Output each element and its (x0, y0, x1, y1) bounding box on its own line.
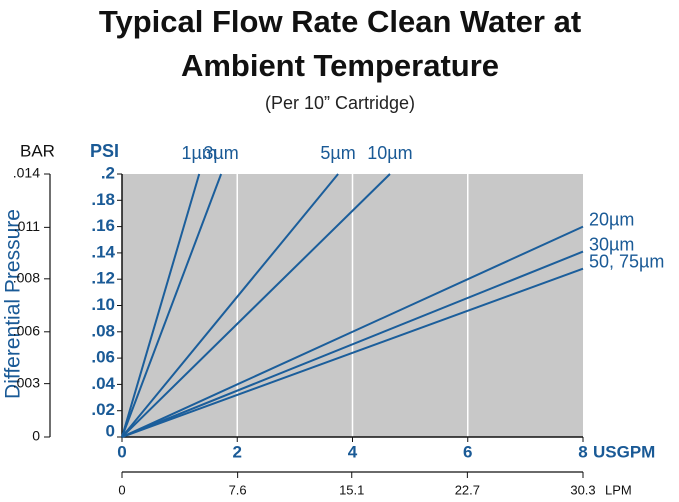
y-tick-label: .18 (91, 190, 115, 209)
x-tick-label: 2 (233, 442, 242, 461)
series-label: 5µm (320, 143, 355, 163)
y-tick-label: 0 (106, 421, 115, 440)
x2-tick-label: 22.7 (455, 482, 480, 497)
x2-tick-label: 7.6 (229, 482, 247, 497)
x-axis-unit: USGPM (593, 442, 655, 461)
y2-tick-label: .008 (13, 270, 40, 286)
x-tick-label: 6 (463, 442, 472, 461)
series-line (121, 250, 584, 438)
y-unit: PSI (90, 141, 119, 161)
series-line (121, 173, 201, 438)
series-label: 10µm (367, 143, 412, 163)
series-label: 1µm (182, 143, 217, 163)
x2-tick-label: 0 (118, 482, 125, 497)
series-label: 3µm (203, 143, 238, 163)
y2-tick-label: .011 (14, 218, 40, 234)
y-tick-label: .16 (91, 216, 115, 235)
y-tick-label: .08 (91, 321, 115, 340)
y2-tick-label: .006 (13, 323, 40, 339)
y-axis-label: Differential Pressure (2, 209, 25, 399)
y-tick-label: .10 (91, 295, 115, 314)
x-tick-label: 0 (117, 442, 126, 461)
x2-tick-label: 30.3 (570, 482, 595, 497)
series-line (121, 173, 391, 438)
series-label: 50, 75µm (589, 251, 664, 271)
y-tick-label: .12 (91, 269, 115, 288)
series-line (121, 267, 584, 438)
x2-axis-unit: LPM (605, 482, 632, 497)
y-tick-label: .02 (91, 400, 115, 419)
series-line (121, 225, 584, 438)
x-tick-label: 8 (578, 442, 587, 461)
y-tick-label: .04 (91, 374, 115, 393)
y2-tick-label: .003 (13, 374, 40, 390)
y2-unit: BAR (20, 141, 55, 160)
series-label: 30µm (589, 234, 634, 254)
chart-subtitle: (Per 10” Cartridge) (265, 93, 415, 113)
y-tick-label: .06 (91, 348, 115, 367)
series-label: 20µm (589, 209, 634, 229)
series-line (121, 173, 223, 438)
x-tick-label: 4 (348, 442, 358, 461)
y-tick-label: .2 (101, 163, 115, 182)
chart-title: Typical Flow Rate Clean Water at (99, 4, 581, 39)
chart-title: Ambient Temperature (181, 48, 499, 83)
series-line (121, 173, 339, 438)
x2-tick-label: 15.1 (339, 482, 364, 497)
y-tick-label: .14 (91, 242, 115, 261)
y2-tick-label: 0 (32, 428, 40, 444)
y2-tick-label: .014 (13, 165, 40, 181)
